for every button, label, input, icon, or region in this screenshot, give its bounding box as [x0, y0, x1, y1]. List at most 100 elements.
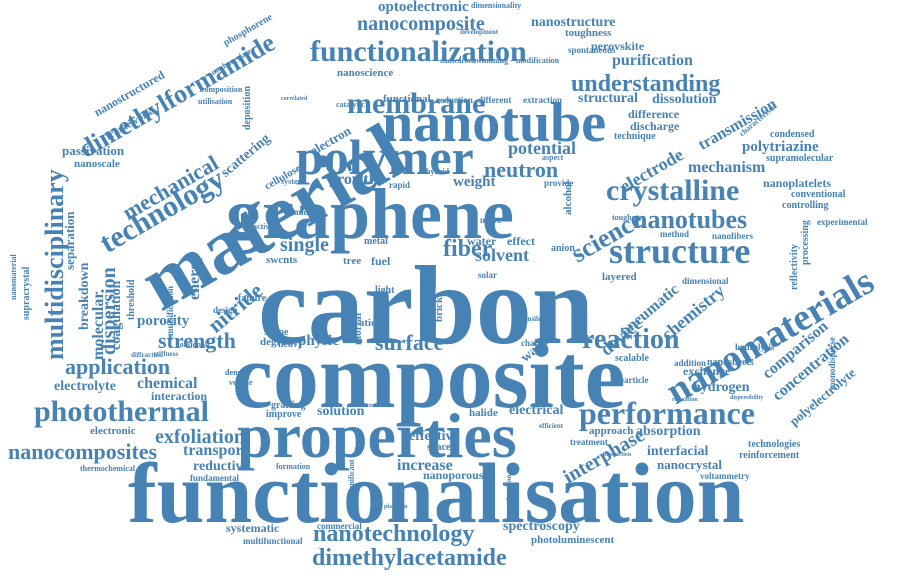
word-production: production: [603, 452, 632, 458]
word-strength: strength: [158, 328, 236, 353]
word-fibre: fibre: [453, 314, 465, 337]
word-fundamental: fundamental: [190, 473, 240, 483]
word-composition: composition: [201, 85, 243, 94]
word-performance: performance: [579, 395, 755, 431]
word-dissolution: dissolution: [652, 92, 717, 107]
word-addition: addition: [674, 358, 707, 368]
word-nanotube: nanotube: [382, 92, 607, 154]
word-technique: technique: [614, 131, 656, 142]
word-technologies: technologies: [748, 439, 801, 450]
word-approach: approach: [589, 425, 634, 437]
word-development: development: [460, 28, 499, 36]
word-utilisation: utilisation: [198, 97, 233, 106]
word-provide: provide: [544, 178, 574, 188]
word-scalable: scalable: [615, 353, 649, 364]
word-voltammetry: voltammetry: [700, 471, 750, 481]
word-surface: surface: [375, 330, 444, 355]
word-light: light: [375, 285, 395, 296]
word-system: system: [281, 177, 305, 186]
word-spectroscopy: spectroscopy: [503, 519, 580, 534]
word-rapid: rapid: [389, 180, 411, 190]
word-anion: anion: [551, 243, 575, 254]
word-nanotubes: nanotubes: [633, 205, 748, 234]
word-graphene: graphene: [226, 174, 514, 254]
word-deposition: deposition: [242, 86, 253, 130]
word-perovskite: perovskite: [591, 39, 645, 53]
word-failure: failure: [238, 293, 267, 304]
word-exchange: exchange: [683, 364, 731, 378]
word-detection: detection: [505, 474, 513, 502]
word-systematic: systematic: [226, 521, 280, 535]
word-nanoporous: nanoporous: [423, 468, 484, 482]
word-hybrid: hybrid: [426, 167, 450, 176]
word-water: water: [467, 234, 497, 248]
word-polytriazine: polytriazine: [742, 139, 819, 155]
word-potential: potential: [508, 138, 577, 158]
word-silane: silane: [264, 327, 289, 338]
word-hydrogen: hydrogen: [693, 380, 750, 395]
word-treatment: treatment: [570, 437, 608, 447]
word-extraction: extraction: [523, 95, 562, 105]
word-different: different: [478, 95, 512, 105]
word-conventional: conventional: [791, 189, 846, 200]
word-efficient: efficient: [539, 422, 564, 430]
word-spontaneous: spontaneous: [568, 45, 616, 55]
word-condensed: condensed: [770, 129, 815, 140]
word-significant: significant: [347, 459, 356, 495]
word-dispersibility: dispersibility: [730, 395, 764, 401]
word-nanosheets: nanosheets: [707, 357, 754, 368]
word-nanoscience: nanoscience: [337, 67, 394, 79]
word-absorption: absorption: [636, 424, 701, 439]
word-nanoplatelets: nanoplatelets: [763, 176, 832, 190]
word-difference: difference: [628, 107, 680, 121]
word-nanofibers: nanofibers: [712, 231, 754, 241]
word-nanocrystal: nanocrystal: [657, 457, 722, 472]
word-electronic: electronic: [90, 425, 136, 437]
word-nanoscale: nanoscale: [74, 158, 120, 170]
word-tensile: tensile: [522, 315, 542, 323]
word-functionalization: functionalization: [310, 35, 527, 68]
word-hydrolysis: hydrolysis: [735, 342, 775, 352]
word-solvent: solvent: [475, 245, 529, 265]
word-discharge: discharge: [630, 119, 680, 133]
word-tunable: tunable: [369, 403, 389, 409]
word-platinum: platinum: [384, 504, 408, 510]
word-separation: separation: [62, 211, 77, 271]
word-brick: brick: [433, 296, 445, 322]
word-formation: formation: [276, 462, 311, 471]
word-neutron: neutron: [484, 157, 559, 182]
word-torsional: torsional: [177, 340, 208, 349]
word-multifunctional: multifunctional: [243, 536, 303, 546]
word-imide: imide: [291, 207, 313, 217]
word-photoluminescent: photoluminescent: [531, 534, 615, 546]
word-modification: modification: [516, 56, 560, 65]
word-interaction: interaction: [151, 389, 207, 403]
word-nacre: nacre: [480, 215, 502, 225]
word-supramolecular: supramolecular: [766, 153, 834, 164]
word-stiffness: stiffness: [154, 350, 179, 358]
word-solution: solution: [317, 404, 365, 419]
word-tree: tree: [343, 255, 362, 267]
word-diffraction: diffraction: [131, 351, 163, 359]
word-density: density: [225, 368, 250, 377]
word-hole: hole: [480, 317, 497, 327]
word-energy: energy: [186, 253, 203, 300]
word-photothermal: photothermal: [34, 395, 209, 428]
word-dimethylacetamide: dimethylacetamide: [312, 545, 507, 571]
word-understanding: understanding: [571, 71, 721, 97]
word-heavy: heavy: [278, 339, 303, 350]
word-reflectivity: reflectivity: [789, 244, 800, 290]
word-commercial: commercial: [317, 521, 362, 531]
word-physic: physic: [298, 333, 339, 349]
word-nanomaterial: nanomaterial: [9, 254, 18, 300]
word-aspect: aspect: [542, 153, 564, 162]
word-nanocomposite: nanocomposite: [357, 13, 485, 35]
word-reaction: reaction: [582, 324, 680, 355]
word-fuel: fuel: [371, 254, 391, 268]
word-correlated: correlated: [281, 96, 308, 102]
word-improve: improve: [266, 409, 302, 420]
word-thermochemical: thermochemical: [80, 464, 136, 473]
word-weight: weight: [453, 174, 496, 190]
word-depletion: depletion: [379, 373, 388, 405]
word-toughness: toughness: [565, 27, 612, 39]
